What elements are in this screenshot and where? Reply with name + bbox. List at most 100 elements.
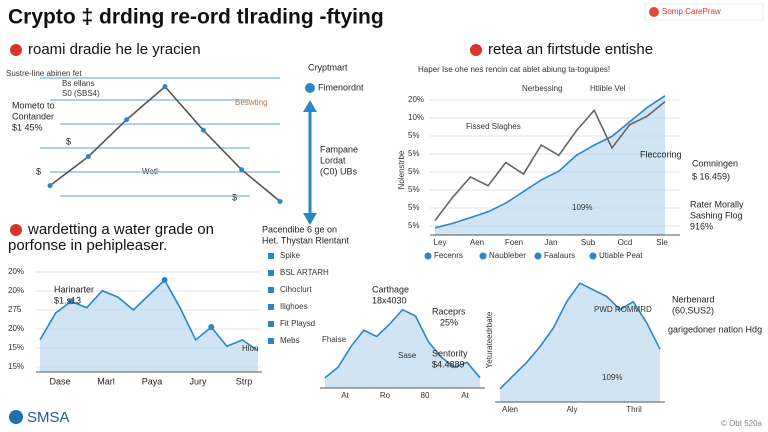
label: 20%: [8, 324, 24, 333]
legend-dot: [424, 252, 432, 260]
label: Contander: [12, 111, 54, 121]
list-bullet: [268, 304, 274, 310]
label: 25%: [440, 317, 458, 327]
label: 916%: [690, 221, 713, 231]
label: Dase: [49, 376, 70, 386]
label: Utiable Peat: [599, 251, 643, 260]
point: [208, 324, 215, 331]
label: Haper Ise ohe nes rencin cat ablet abiun…: [418, 65, 610, 74]
label: © Obt 520a: [721, 419, 763, 428]
area-series: [324, 308, 481, 379]
point: [162, 84, 168, 90]
label: $: [36, 166, 41, 176]
label: At: [461, 391, 469, 400]
list-bullet: [268, 253, 274, 259]
label: Het. Thystan Rlentant: [262, 235, 349, 245]
point: [47, 183, 53, 189]
label: 109%: [572, 203, 592, 212]
label: Fecenrs: [434, 251, 463, 260]
legend-dot: [589, 252, 597, 260]
label: Ocd: [618, 238, 633, 247]
label: Sle: [656, 238, 668, 247]
label: Sub: [581, 238, 596, 247]
point: [85, 154, 91, 160]
label: Fissed Slaghes: [466, 122, 521, 131]
label: At: [341, 391, 349, 400]
label: 5%: [408, 131, 420, 140]
label: garigedoner nation Hdg: [668, 324, 762, 334]
label: Jan: [545, 238, 558, 247]
line-series: [434, 100, 666, 221]
label: Aly: [566, 405, 577, 414]
list-bullet: [268, 270, 274, 276]
x-icon: [470, 44, 482, 56]
label: Lordat: [320, 155, 346, 165]
label: Ilighoes: [280, 302, 308, 311]
label: $1 45%: [12, 122, 43, 132]
label: Bs ellans: [62, 79, 94, 88]
brand-box: [644, 3, 764, 21]
area-series-area: [435, 95, 665, 235]
point: [124, 117, 130, 123]
area-series: [499, 282, 661, 390]
point: [161, 276, 168, 283]
label: porfonse in pehipleaser.: [8, 237, 167, 254]
list-bullet: [268, 287, 274, 293]
label: Sentority: [432, 348, 468, 358]
footer-logo-icon: [9, 410, 23, 424]
label: Comningen: [692, 158, 738, 168]
label: 5%: [408, 185, 420, 194]
label: Fleccoring: [640, 149, 682, 159]
label: $1.s13: [54, 295, 81, 305]
label: 15%: [8, 343, 24, 352]
label: Nerbenard: [672, 294, 715, 304]
label: 5%: [408, 149, 420, 158]
label: 5%: [408, 167, 420, 176]
label: Naubleber: [489, 251, 526, 260]
list-bullet: [268, 321, 274, 327]
label: Harinarter: [54, 284, 94, 294]
label: Nerbessing: [522, 84, 562, 93]
label: $ 16.459): [692, 171, 730, 181]
x-icon: [10, 224, 22, 236]
label: Htlible Vel: [590, 84, 626, 93]
label: (C0) UBs: [320, 166, 358, 176]
area-series: [39, 278, 259, 352]
label: 20%: [408, 95, 424, 104]
area-series-area: [40, 280, 258, 372]
label: $4.4889: [432, 359, 465, 369]
label: Somp CarePraw: [662, 7, 721, 16]
label: SMSA: [27, 409, 70, 426]
area-series-area: [500, 283, 660, 402]
label: Mometo to: [12, 100, 55, 110]
label: Jury: [189, 376, 207, 386]
y-axis-label: Yeturateedrbate: [485, 311, 494, 368]
label: retea an firtstude entishe: [488, 41, 653, 58]
label: Strp: [236, 376, 253, 386]
label: Ro: [380, 391, 391, 400]
label: Rater Morally: [690, 199, 744, 209]
label: BSL ARTARH: [280, 268, 329, 277]
label: roami dradie he le yracien: [28, 41, 201, 58]
label: Sashing Flog: [690, 210, 743, 220]
label: 10%: [408, 113, 424, 122]
label: Faalaurs: [544, 251, 575, 260]
label: PWD ROMMRD: [594, 305, 652, 314]
label: 80: [421, 391, 430, 400]
x-icon: [10, 44, 22, 56]
label: Mebs: [280, 336, 300, 345]
label: Sustre-line abinen fet: [6, 69, 82, 78]
label: Beswting: [235, 98, 267, 107]
label: Carthage: [372, 284, 409, 294]
label: 20%: [8, 267, 24, 276]
label: 5%: [408, 203, 420, 212]
bullet: [305, 83, 315, 93]
point: [68, 298, 75, 305]
label: Fimenordnt: [318, 82, 364, 92]
label: Fampane: [320, 144, 358, 154]
label: wardetting a water grade on: [27, 221, 214, 238]
point: [239, 167, 245, 173]
label: Thril: [626, 405, 642, 414]
label: 18x4030: [372, 295, 407, 305]
